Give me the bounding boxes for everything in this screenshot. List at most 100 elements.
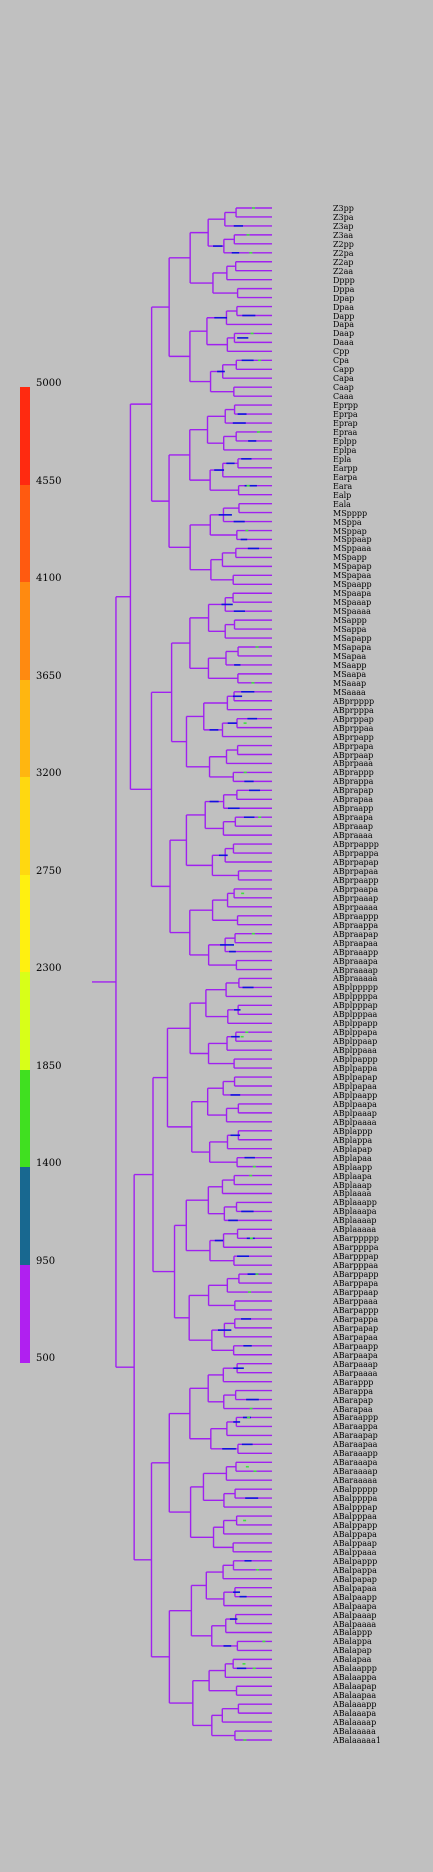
leaf-label: Dpap bbox=[333, 293, 355, 303]
leaf-label: ABplppapp bbox=[333, 1019, 378, 1029]
leaf-label: ABprpppp bbox=[333, 696, 375, 706]
leaf-label: Dapp bbox=[333, 311, 355, 321]
leaf-label: ABalappp bbox=[333, 1628, 373, 1638]
leaf-label: ABplaaapa bbox=[333, 1207, 377, 1217]
leaf-label: MSpapaa bbox=[333, 571, 372, 581]
leaf-label: ABalppapp bbox=[333, 1520, 378, 1530]
leaf-label: ABarppppa bbox=[333, 1243, 379, 1253]
leaf-label: ABalaapap bbox=[333, 1682, 377, 1692]
scale-segment bbox=[20, 582, 30, 680]
leaf-label: Dppp bbox=[333, 275, 355, 285]
leaf-label: Z3pp bbox=[333, 204, 354, 213]
leaf-label: MSapapa bbox=[333, 642, 372, 652]
leaf-label: ABalpappp bbox=[333, 1556, 378, 1566]
leaf-label: ABarapap bbox=[333, 1395, 374, 1405]
leaf-label: MSaaaa bbox=[333, 687, 366, 697]
leaf-label: MSppa bbox=[333, 517, 362, 527]
leaf-label: ABprpaaaa bbox=[333, 902, 378, 912]
scale-label: 1850 bbox=[36, 1060, 62, 1072]
leaf-label: ABalappa bbox=[333, 1637, 372, 1647]
leaf-label: ABaraaapa bbox=[333, 1458, 378, 1468]
leaf-label: ABpraaaaa bbox=[333, 974, 378, 984]
leaf-label: ABplpaaap bbox=[333, 1108, 377, 1118]
leaf-label: ABpraappp bbox=[333, 911, 379, 921]
leaf-label: ABpraapp bbox=[333, 804, 374, 814]
leaf-label: ABarppaap bbox=[333, 1288, 379, 1298]
leaf-label: Z3ap bbox=[333, 221, 354, 231]
leaf-label: MSaapp bbox=[333, 660, 367, 670]
leaf-label: Eprap bbox=[333, 419, 358, 429]
leaf-label: ABalpapap bbox=[333, 1574, 377, 1584]
leaf-label: Epraa bbox=[333, 427, 358, 437]
leaf-label: ABprapaa bbox=[333, 795, 374, 805]
leaf-label: ABplaaaap bbox=[333, 1216, 377, 1226]
leaf-label: Eprpp bbox=[333, 401, 359, 411]
leaf-label: ABplaaaa bbox=[333, 1189, 372, 1199]
scale-label: 950 bbox=[36, 1255, 56, 1267]
leaf-label: Epla bbox=[333, 454, 352, 464]
leaf-label: ABarpappa bbox=[333, 1314, 379, 1324]
leaf-label: ABplapap bbox=[333, 1144, 373, 1154]
leaf-label-column: Z3pp Z3pa Z3ap Z3aa Z2pp Z2pa Z2ap Z2aa Dppp Dppa… bbox=[333, 0, 433, 1872]
leaf-label: ABalaaapa bbox=[333, 1709, 377, 1719]
scale-segment bbox=[20, 972, 30, 1070]
leaf-label: Capp bbox=[333, 365, 355, 375]
scale-label: 2750 bbox=[36, 865, 62, 877]
leaf-label: ABplpaapp bbox=[333, 1090, 378, 1100]
leaf-label: ABaraapaa bbox=[333, 1440, 378, 1450]
leaf-label: MSpaaaa bbox=[333, 607, 371, 617]
leaf-label: ABprpaaa bbox=[333, 759, 374, 769]
leaf-label: ABprpaapa bbox=[333, 884, 379, 894]
leaf-label: ABpraaapp bbox=[333, 947, 379, 957]
scale-segment bbox=[20, 1167, 30, 1265]
leaf-label: MSaaap bbox=[333, 678, 367, 688]
leaf-label: ABalaaaap bbox=[333, 1718, 377, 1728]
leaf-label: ABprpppa bbox=[333, 705, 374, 715]
leaf-label: ABalpappa bbox=[333, 1565, 377, 1575]
leaf-label: Z2aa bbox=[333, 266, 354, 276]
leaf-label: ABalpapaa bbox=[333, 1583, 377, 1593]
leaf-label: Earpa bbox=[333, 472, 358, 482]
color-scale-bar bbox=[20, 387, 30, 1363]
leaf-label: ABplapaa bbox=[333, 1153, 372, 1163]
leaf-label: MSpaapp bbox=[333, 580, 372, 590]
leaf-label: ABarpapap bbox=[333, 1323, 379, 1333]
leaf-label: ABarppppp bbox=[333, 1234, 379, 1244]
leaf-label: ABplpppaa bbox=[333, 1010, 378, 1020]
leaf-label: ABalapap bbox=[333, 1646, 372, 1656]
leaf-label: ABprpapp bbox=[333, 732, 374, 742]
leaf-label: ABalaaaaa1 bbox=[333, 1736, 381, 1745]
leaf-label: ABprpaaap bbox=[333, 893, 379, 903]
leaf-label: ABaraappa bbox=[333, 1422, 378, 1432]
leaf-label: Dpaa bbox=[333, 302, 355, 312]
leaf-label: ABarpaapa bbox=[333, 1350, 378, 1360]
leaf-label: ABarpppap bbox=[333, 1252, 379, 1262]
leaf-label: MSapaa bbox=[333, 651, 367, 661]
leaf-label: ABplpapaa bbox=[333, 1081, 377, 1091]
leaf-label: ABarpapaa bbox=[333, 1332, 378, 1342]
leaf-label: ABplppaap bbox=[333, 1037, 378, 1047]
leaf-label: ABplppapa bbox=[333, 1028, 378, 1038]
leaf-label: Daap bbox=[333, 329, 355, 339]
leaf-label: Z2pp bbox=[333, 239, 354, 249]
leaf-label: ABpraaapa bbox=[333, 956, 378, 966]
leaf-label: Earpp bbox=[333, 463, 358, 473]
leaf-label: ABplaaaaa bbox=[333, 1225, 377, 1235]
leaf-label: Eplpa bbox=[333, 445, 357, 455]
leaf-label: Caaa bbox=[333, 392, 354, 402]
leaf-label: ABplaaapp bbox=[333, 1198, 377, 1208]
scale-label: 2300 bbox=[36, 963, 62, 974]
leaf-label: ABprppap bbox=[333, 714, 374, 724]
scale-label: 1400 bbox=[36, 1158, 62, 1169]
leaf-label: ABarpappp bbox=[333, 1305, 379, 1315]
leaf-label: ABalpppap bbox=[333, 1503, 378, 1513]
leaf-label: ABalaapaa bbox=[333, 1691, 377, 1701]
leaf-label: ABprpapaa bbox=[333, 866, 379, 876]
leaf-label: MSpaapa bbox=[333, 589, 372, 599]
lineage-tree bbox=[92, 207, 272, 1741]
scale-segment bbox=[20, 777, 30, 875]
leaf-label: Cpa bbox=[333, 356, 350, 366]
leaf-label: ABarappp bbox=[333, 1377, 374, 1387]
leaf-label: Z3pa bbox=[333, 212, 354, 222]
leaf-label: ABarpppaa bbox=[333, 1261, 379, 1271]
